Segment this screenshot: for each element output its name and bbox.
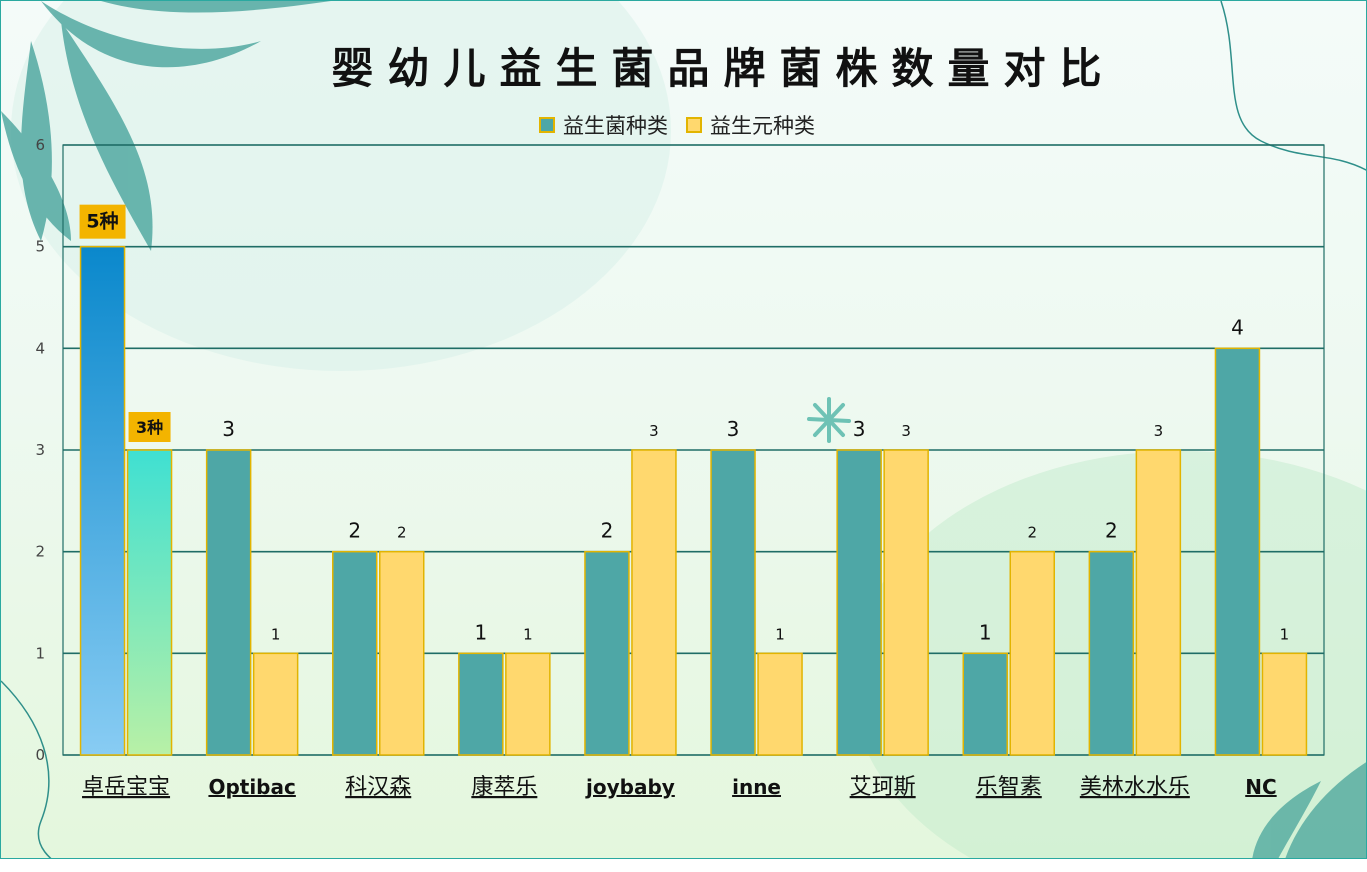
data-label: 1 bbox=[474, 620, 487, 644]
bar-prebiotic bbox=[505, 652, 551, 756]
data-label: 2 bbox=[1105, 519, 1118, 543]
legend: 益生菌种类 益生元种类 bbox=[539, 111, 815, 139]
data-label: 1 bbox=[523, 625, 533, 643]
gridlines bbox=[62, 144, 1325, 756]
category-label: 美林水水乐 bbox=[1080, 775, 1190, 800]
bar-probiotic bbox=[205, 449, 252, 756]
bar-prebiotic bbox=[1009, 550, 1055, 756]
y-tick-label: 6 bbox=[35, 136, 45, 154]
data-label: 1 bbox=[271, 625, 281, 643]
category-label: NC bbox=[1245, 775, 1276, 799]
data-label: 2 bbox=[1027, 524, 1037, 542]
leaf-corner-decoration bbox=[1252, 762, 1366, 858]
category-label: 康萃乐 bbox=[471, 775, 537, 800]
data-label: 3种 bbox=[136, 418, 163, 437]
bar-prebiotic bbox=[883, 449, 929, 756]
category-label: inne bbox=[732, 775, 781, 799]
y-tick-label: 3 bbox=[35, 441, 45, 459]
legend-swatch-probiotic bbox=[539, 117, 555, 133]
data-label: 3 bbox=[901, 422, 911, 440]
x-axis-categories: 卓岳宝宝 Optibac 科汉森 康萃乐 joybaby inne 艾珂斯 乐智素 美林水水乐 N… bbox=[82, 775, 1277, 800]
category-label: 艾珂斯 bbox=[850, 775, 916, 800]
y-tick-label: 4 bbox=[35, 339, 45, 357]
category-label: joybaby bbox=[585, 775, 675, 799]
bar-prebiotic bbox=[757, 652, 803, 756]
data-label: 3 bbox=[649, 422, 659, 440]
data-label: 2 bbox=[397, 524, 407, 542]
bar-probiotic bbox=[1088, 550, 1135, 756]
data-label: 1 bbox=[979, 620, 992, 644]
chart-title: 婴幼儿益生菌品牌菌株数量对比 bbox=[331, 44, 1116, 93]
data-label: 4 bbox=[1231, 315, 1244, 339]
category-label: Optibac bbox=[208, 775, 295, 799]
bar-prebiotic bbox=[1135, 449, 1182, 756]
data-label: 2 bbox=[348, 519, 361, 543]
category-label: 卓岳宝宝 bbox=[82, 775, 170, 800]
bar-prebiotic bbox=[1261, 652, 1308, 756]
star-decoration bbox=[807, 397, 851, 443]
background-blob bbox=[11, 1, 671, 371]
bar-probiotic bbox=[79, 245, 126, 756]
category-label: 乐智素 bbox=[976, 775, 1042, 800]
y-tick-label: 5 bbox=[35, 238, 45, 256]
y-tick-label: 2 bbox=[35, 543, 45, 561]
legend-swatch-prebiotic bbox=[686, 117, 702, 133]
bar-probiotic bbox=[458, 652, 504, 756]
bars bbox=[79, 245, 1308, 756]
decor-curve bbox=[1, 680, 52, 858]
bar-probiotic bbox=[710, 449, 756, 756]
y-axis-ticks: 0 1 2 3 4 5 6 bbox=[35, 136, 45, 764]
data-label: 3 bbox=[727, 417, 740, 441]
y-tick-label: 1 bbox=[35, 644, 45, 662]
data-label: 1 bbox=[1280, 625, 1290, 643]
bar-probiotic bbox=[584, 550, 630, 756]
bar-probiotic bbox=[332, 550, 378, 756]
data-label: 1 bbox=[775, 625, 785, 643]
palm-leaves-decoration bbox=[1, 1, 331, 251]
bar-prebiotic bbox=[631, 449, 677, 756]
decor-curve bbox=[1220, 1, 1366, 171]
bar-prebiotic bbox=[379, 550, 425, 756]
bar-prebiotic bbox=[126, 449, 173, 756]
data-labels: 5种 3种 3 1 2 2 1 1 2 3 3 1 3 3 1 2 2 3 4 1 bbox=[79, 204, 1290, 644]
data-label: 5种 bbox=[86, 211, 118, 233]
y-tick-label: 0 bbox=[35, 746, 45, 764]
bar-probiotic bbox=[1214, 347, 1261, 756]
legend-label-probiotic: 益生菌种类 bbox=[563, 114, 668, 138]
legend-label-prebiotic: 益生元种类 bbox=[710, 114, 815, 138]
data-label: 3 bbox=[853, 417, 866, 441]
legend-item-prebiotic: 益生元种类 bbox=[686, 110, 815, 140]
data-label: 2 bbox=[601, 519, 614, 543]
category-label: 科汉森 bbox=[345, 775, 411, 800]
bar-prebiotic bbox=[252, 652, 299, 756]
bar-probiotic bbox=[836, 449, 882, 756]
legend-item-probiotic: 益生菌种类 bbox=[539, 110, 668, 140]
bar-probiotic bbox=[962, 652, 1008, 756]
data-label: 3 bbox=[1154, 422, 1164, 440]
data-label: 3 bbox=[222, 417, 235, 441]
highlight-label-badge bbox=[128, 412, 171, 442]
highlight-label-badge bbox=[79, 204, 126, 239]
